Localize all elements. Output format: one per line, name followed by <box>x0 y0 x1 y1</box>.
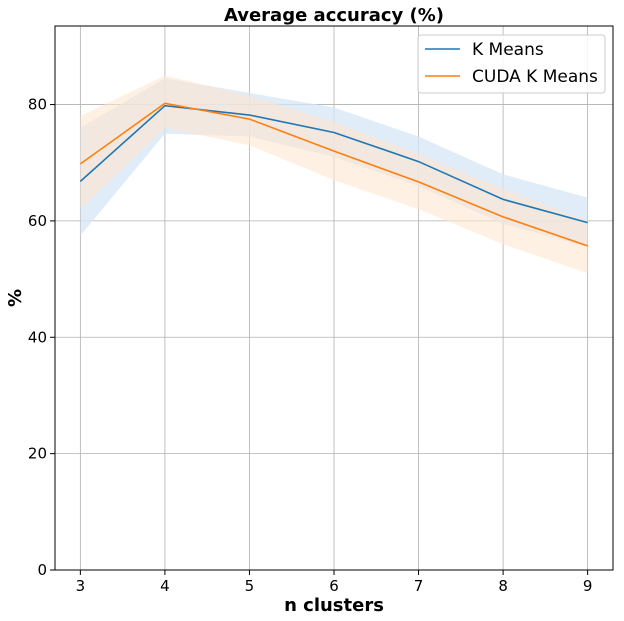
confidence-band-1 <box>80 75 588 274</box>
y-tick-label: 40 <box>28 328 47 346</box>
axis-ticks: 3 4 5 6 7 8 9 0 20 40 60 80 <box>28 96 593 595</box>
x-tick-label: 7 <box>414 577 424 595</box>
x-tick-label: 6 <box>329 577 339 595</box>
y-tick-label: 20 <box>28 445 47 463</box>
x-tick-label: 8 <box>498 577 508 595</box>
y-tick-label: 60 <box>28 212 47 230</box>
series-lines <box>79 102 588 247</box>
y-tick-label: 80 <box>28 96 47 114</box>
x-axis-label: n clusters <box>284 595 384 616</box>
y-axis-label: % <box>5 289 26 307</box>
legend-label-cuda-k-means: CUDA K Means <box>472 67 598 87</box>
x-tick-label: 5 <box>245 577 255 595</box>
x-tick-label: 3 <box>76 577 86 595</box>
x-tick-label: 4 <box>160 577 170 595</box>
legend: K Means CUDA K Means <box>417 34 606 94</box>
chart-title: Average accuracy (%) <box>224 5 444 26</box>
x-tick-label: 9 <box>583 577 593 595</box>
confidence-bands <box>80 75 588 274</box>
legend-box <box>417 34 606 94</box>
y-tick-label: 0 <box>37 561 47 579</box>
series-line-1 <box>79 102 588 247</box>
legend-label-k-means: K Means <box>472 40 544 60</box>
series-line-0 <box>79 104 588 224</box>
